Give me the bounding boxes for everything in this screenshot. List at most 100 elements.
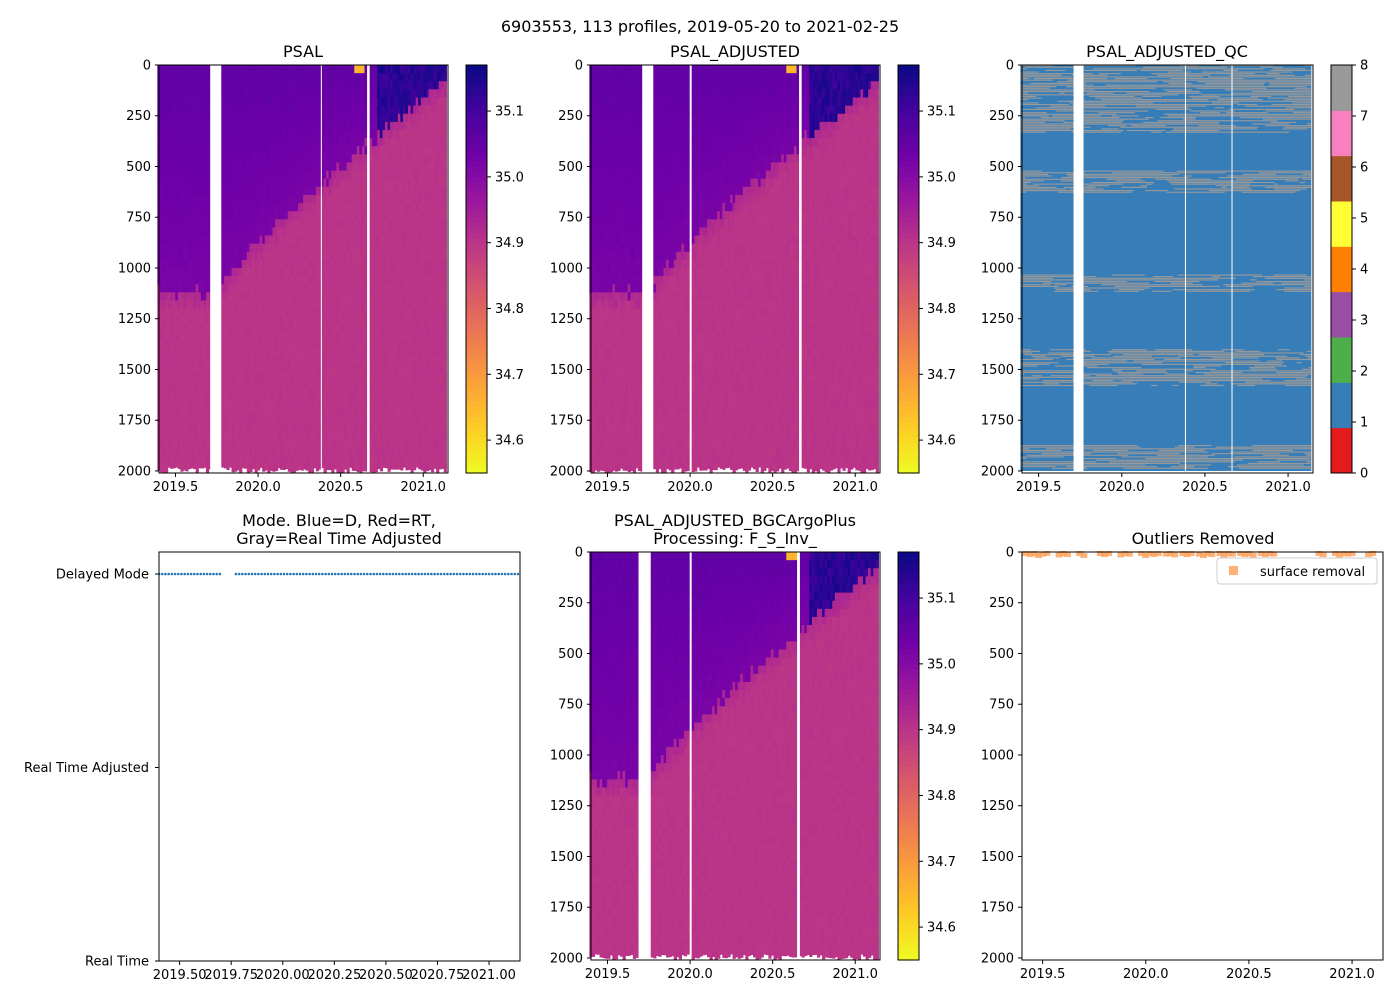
psal-cell	[165, 219, 169, 228]
psal-cell	[205, 284, 210, 293]
psal-cell	[223, 357, 227, 367]
psal-cell	[244, 211, 248, 220]
psal-cell	[231, 203, 235, 212]
psal-cell	[185, 300, 189, 310]
psal-cell	[254, 186, 258, 196]
psal-cell	[159, 284, 164, 293]
psal-cell	[246, 284, 251, 293]
psal-cell	[236, 438, 240, 448]
psal-cell	[208, 462, 212, 470]
psal-cell	[159, 406, 164, 415]
psal-cell	[244, 146, 248, 155]
psal-cell	[226, 332, 230, 342]
psal-cell	[193, 300, 197, 310]
psal-cell	[228, 211, 233, 220]
psal-cell	[180, 251, 184, 261]
psal-cell	[185, 211, 189, 220]
psal-cell	[221, 462, 225, 468]
psal-cell	[251, 341, 256, 350]
psal-cell	[177, 341, 181, 350]
psal-cell	[162, 422, 166, 431]
psal-cell	[226, 349, 230, 358]
psal-cell	[208, 292, 212, 302]
psal-cell	[165, 332, 169, 342]
psal-cell	[208, 397, 212, 407]
psal-cell	[205, 341, 210, 350]
psal-cell	[259, 138, 263, 147]
psal-cell	[172, 227, 176, 237]
psal-cell	[200, 267, 204, 277]
psal-cell	[234, 430, 238, 440]
psal-cell	[244, 373, 248, 383]
psal-cell	[228, 97, 233, 107]
psal-cell	[195, 341, 199, 350]
psal-cell	[190, 462, 194, 469]
psal-cell	[172, 243, 176, 253]
psal-cell	[205, 446, 210, 456]
psal-cell	[236, 162, 240, 172]
psal-cell	[241, 332, 245, 342]
psal-cell	[172, 365, 176, 375]
psal-cell	[180, 227, 184, 237]
psal-cell	[159, 154, 164, 164]
psal-cell	[221, 113, 225, 123]
psal-cell	[185, 113, 189, 123]
psal-cell	[259, 267, 263, 277]
psal-cell	[195, 454, 199, 464]
psal-cell	[177, 235, 181, 245]
psal-cell	[180, 81, 184, 90]
psal-cell	[223, 251, 227, 261]
psal-cell	[200, 422, 204, 431]
psal-cell	[249, 357, 253, 367]
psal-cell	[221, 154, 225, 164]
psal-cell	[234, 251, 238, 261]
psal-cell	[221, 397, 225, 407]
psal-cell	[234, 219, 238, 228]
psal-cell	[239, 276, 243, 285]
psal-cell	[239, 65, 243, 74]
psal-cell	[236, 357, 240, 367]
psal-cell	[251, 454, 256, 464]
psal-cell	[185, 203, 189, 212]
psal-cell	[241, 414, 245, 423]
psal-cell	[193, 406, 197, 415]
psal-cell	[205, 406, 210, 415]
psal-cell	[198, 357, 202, 367]
psal-cell	[200, 203, 204, 212]
psal-cell	[241, 129, 245, 139]
psal-cell	[193, 276, 197, 285]
psal-cell	[185, 422, 189, 431]
psal-cell	[175, 113, 179, 123]
psal-cell	[180, 146, 184, 155]
psal-cell	[246, 349, 251, 358]
psal-cell	[177, 170, 181, 180]
psal-cell	[200, 259, 204, 269]
psal-cell	[200, 308, 204, 318]
psal-cell	[188, 73, 192, 82]
psal-cell	[254, 276, 258, 285]
psal-cell	[203, 332, 207, 342]
psal-cell	[241, 235, 245, 245]
psal-cell	[226, 121, 230, 131]
psal-cell	[231, 389, 235, 399]
psal-cell	[203, 105, 207, 115]
psal-cell	[246, 438, 251, 448]
psal-cell	[175, 446, 179, 456]
psal-cell	[251, 219, 256, 228]
psal-cell	[185, 89, 189, 99]
psal-cell	[200, 276, 204, 285]
psal-cell	[162, 105, 166, 115]
psal-cell	[195, 129, 199, 139]
psal-cell	[198, 373, 202, 383]
psal-cell	[221, 203, 225, 212]
psal-cell	[221, 357, 225, 367]
psal-cell	[249, 105, 253, 115]
psal-cell	[193, 430, 197, 440]
psal-cell	[205, 381, 210, 391]
psal-cell	[195, 251, 199, 261]
psal-cell	[246, 219, 251, 228]
psal-cell	[185, 251, 189, 261]
psal-cell	[195, 365, 199, 375]
psal-cell	[172, 462, 176, 469]
psal-cell	[221, 308, 225, 318]
